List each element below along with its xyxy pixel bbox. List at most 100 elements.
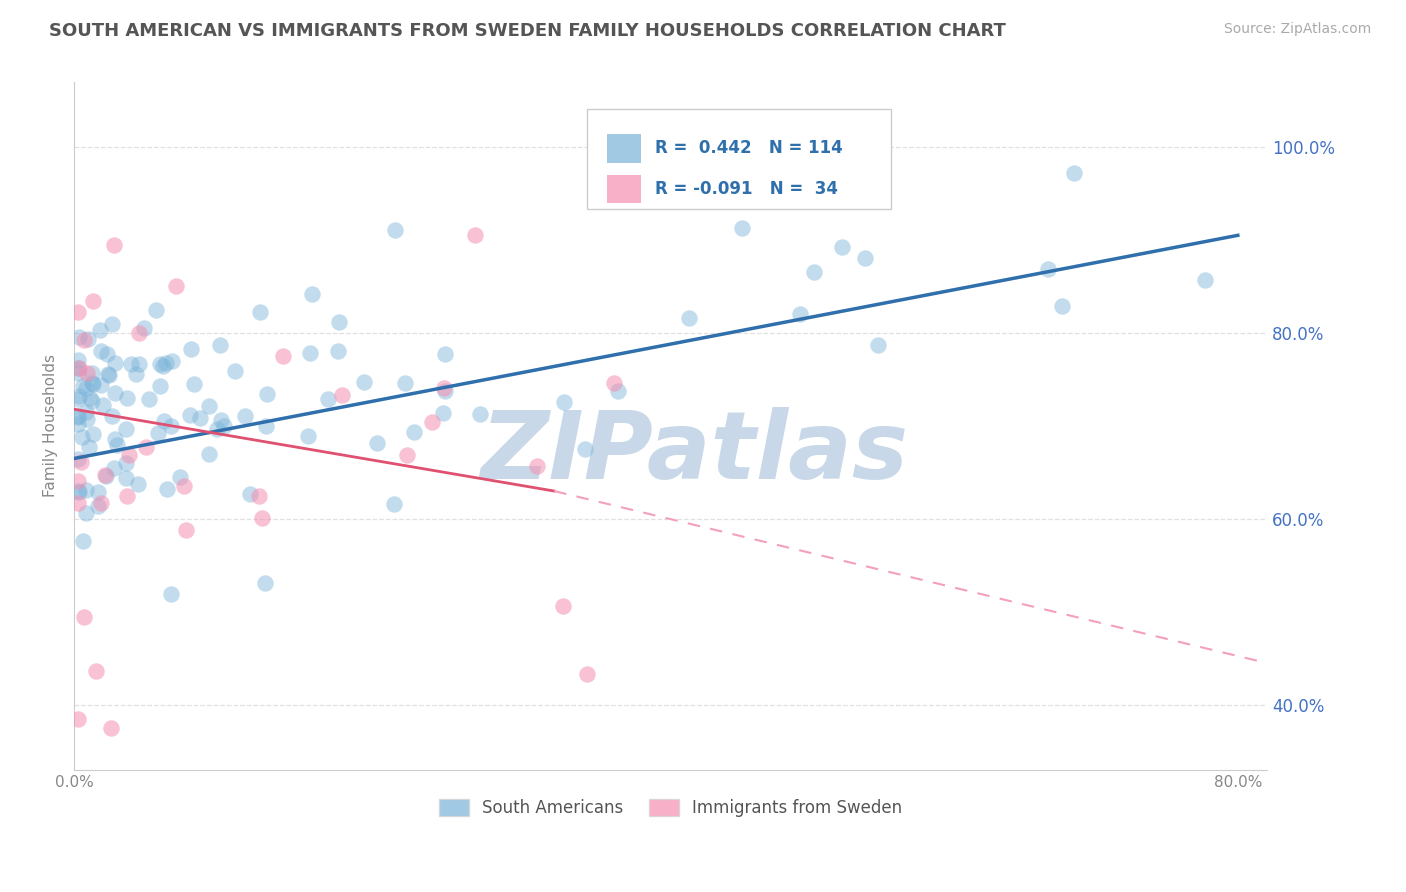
Point [115,489,138,503]
Point [67,484,90,499]
Point [174,524,197,538]
Point [89,323,111,337]
Point [75,483,97,498]
Point [100,721,122,735]
Point [80,394,103,409]
Point [67,452,90,467]
Point [366,435,388,450]
Point [1063,166,1085,180]
Point [853,251,876,265]
Point [464,228,486,243]
Point [67,361,90,376]
Point [526,458,548,473]
Point [103,460,125,475]
Point [82,427,104,442]
Point [97,367,120,381]
Point [731,221,754,235]
Point [67,474,90,488]
Point [104,432,127,446]
Point [328,314,350,328]
Point [72,333,94,347]
Point [831,240,853,254]
Point [149,379,172,393]
Point [79,391,101,405]
Point [72,378,94,392]
Text: SOUTH AMERICAN VS IMMIGRANTS FROM SWEDEN FAMILY HOUSEHOLDS CORRELATION CHART: SOUTH AMERICAN VS IMMIGRANTS FROM SWEDEN… [49,22,1007,40]
Legend: South Americans, Immigrants from Sweden: South Americans, Immigrants from Sweden [432,792,908,823]
Point [209,337,232,351]
Point [188,410,211,425]
Point [115,422,138,436]
Point [434,347,457,361]
Point [70,455,93,469]
Point [1194,272,1216,286]
Point [127,477,149,491]
Point [120,357,142,371]
Point [72,533,94,548]
Point [180,342,202,356]
Point [77,440,100,454]
Point [67,409,90,423]
Point [128,326,150,340]
Point [169,470,191,484]
Point [553,599,575,614]
Point [297,429,319,443]
Point [402,425,425,439]
Point [155,483,177,497]
Point [394,376,416,390]
Point [80,367,103,381]
Point [70,430,93,444]
Point [224,364,246,378]
Text: ZIPatlas: ZIPatlas [481,408,908,500]
Point [165,279,187,293]
Point [253,575,276,590]
Point [80,376,103,390]
Point [67,304,90,318]
Point [101,318,124,332]
Point [183,377,205,392]
Point [396,448,419,462]
Point [145,302,167,317]
Point [75,506,97,520]
Point [114,470,136,484]
Point [678,310,700,325]
Point [1052,299,1074,313]
Point [868,338,890,352]
Point [179,409,201,423]
Point [299,346,322,360]
Point [67,712,90,726]
Point [256,387,278,401]
Point [96,347,118,361]
Point [87,485,110,500]
Point [132,321,155,335]
Text: R =  0.442   N = 114: R = 0.442 N = 114 [655,139,842,157]
Bar [607,134,641,162]
Point [328,344,350,359]
Point [209,413,232,427]
Point [90,377,112,392]
Point [90,343,112,358]
Point [173,479,195,493]
Point [433,384,456,398]
Point [148,358,170,372]
Point [146,426,169,441]
FancyBboxPatch shape [586,110,891,210]
Point [67,417,90,432]
Point [249,305,271,319]
Point [84,664,107,678]
Point [574,442,596,456]
Point [233,409,256,423]
Point [152,359,174,373]
Point [803,265,825,279]
Point [214,418,236,433]
Point [420,415,443,429]
Point [67,361,90,376]
Point [135,440,157,454]
Point [468,407,491,421]
Point [197,447,219,461]
Point [330,388,353,402]
Point [271,349,294,363]
Point [87,499,110,513]
Point [239,487,262,501]
Point [115,456,138,470]
